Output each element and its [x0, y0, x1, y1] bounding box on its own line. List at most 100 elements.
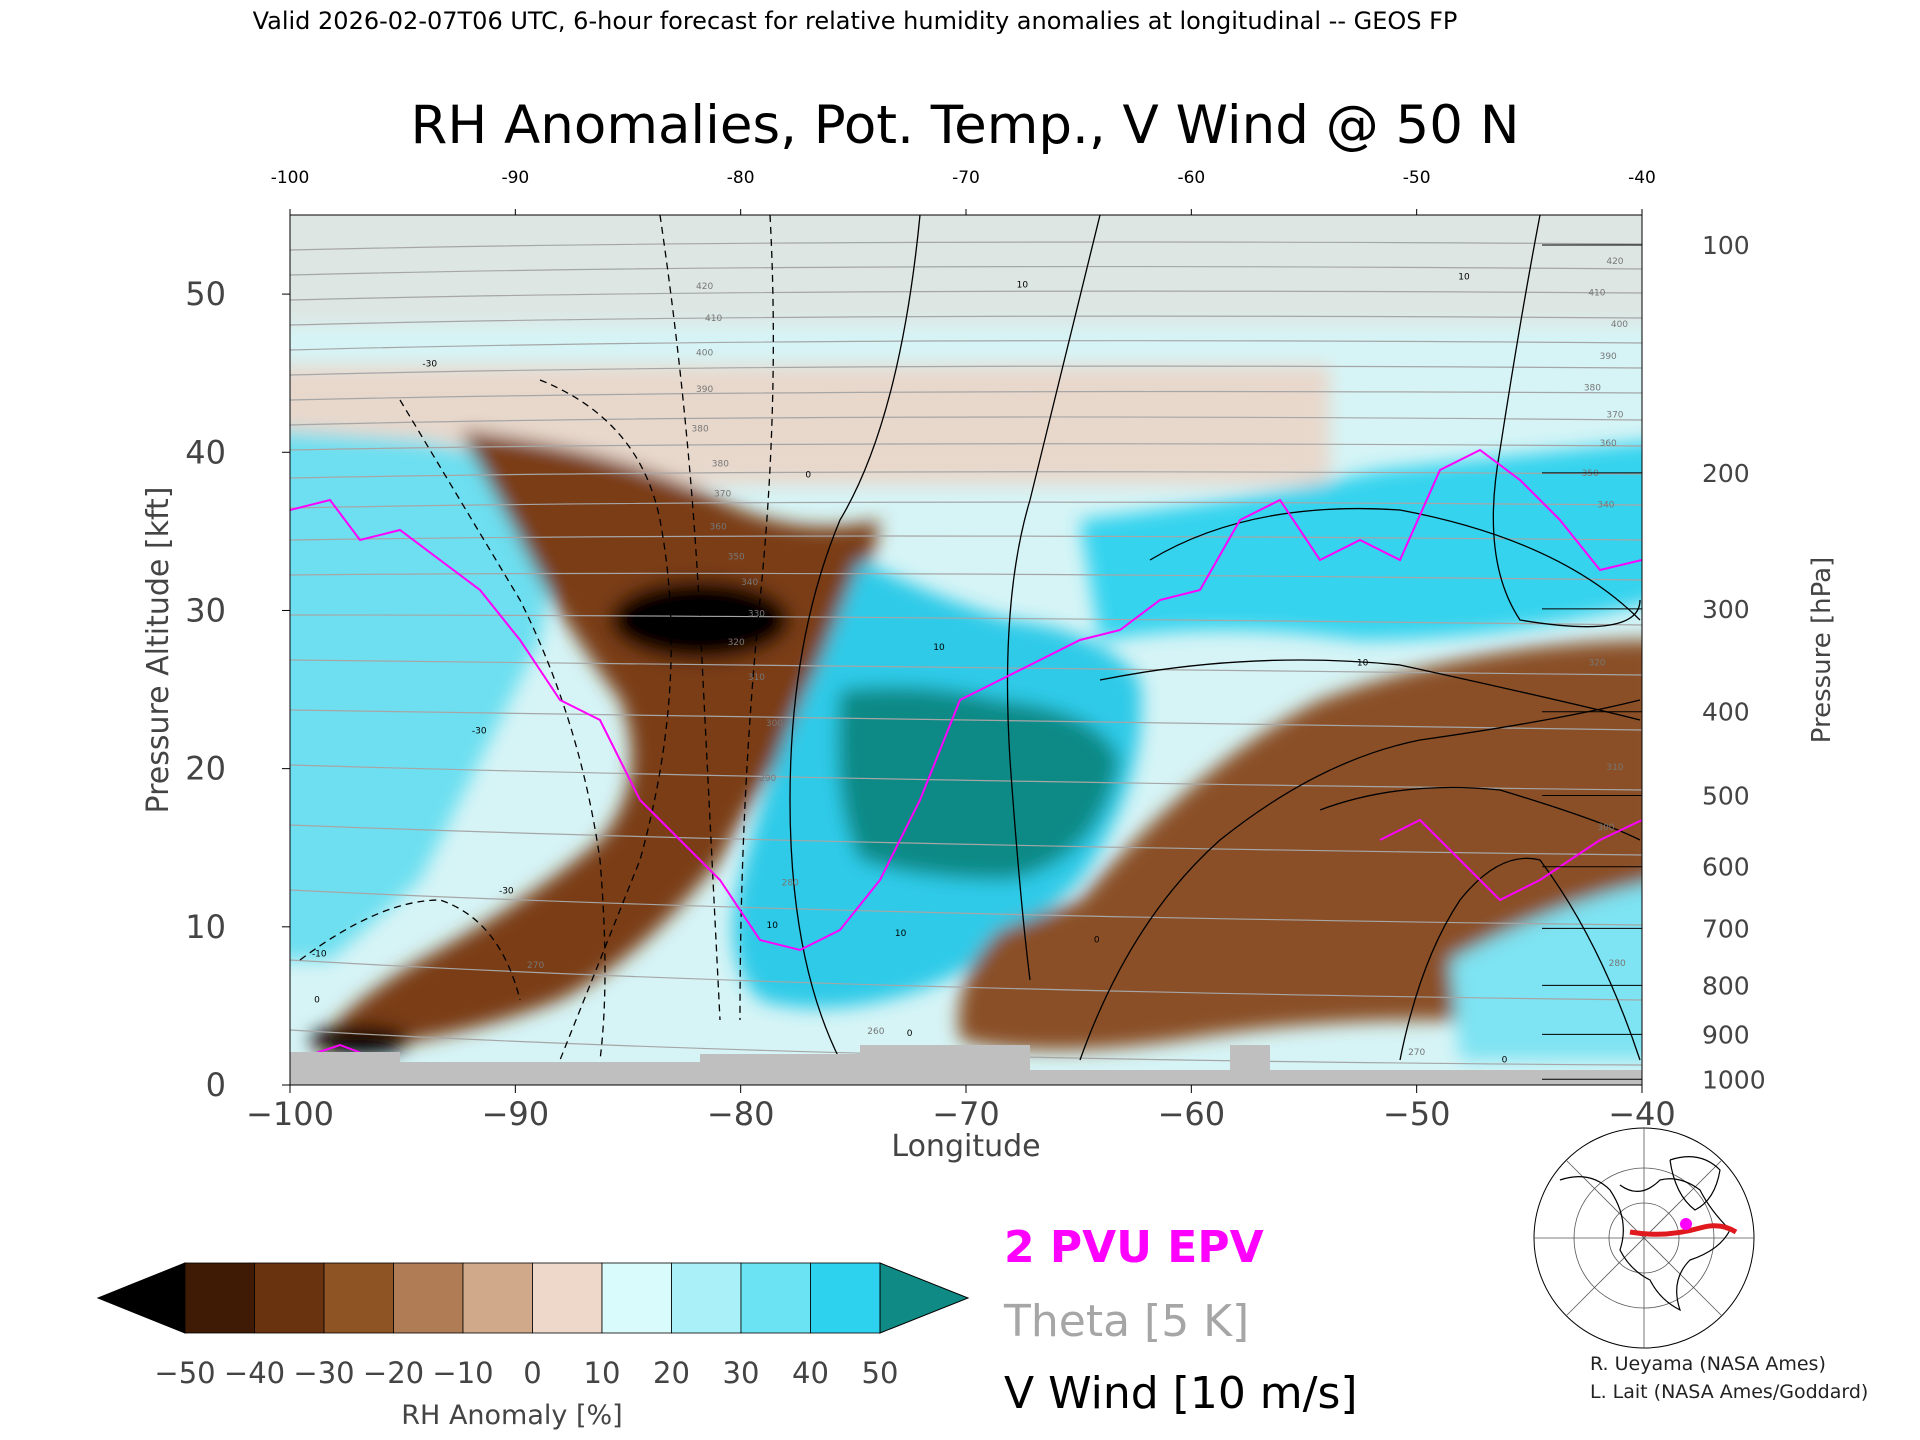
- y-tick-label: 50: [185, 275, 226, 313]
- theta-contour: [290, 501, 1642, 509]
- colorbar-tick-label: −50: [154, 1356, 215, 1390]
- legend-theta: Theta [5 K]: [1003, 1296, 1249, 1347]
- theta-contour: [290, 443, 1642, 451]
- v-wind-contour-label: 0: [907, 1029, 913, 1039]
- v-wind-contour-label: 10: [1458, 273, 1470, 283]
- v-wind-contour-10: [1149, 507, 1641, 621]
- colorbar-bin: [740, 1262, 811, 1334]
- colorbar-tick-label: −10: [432, 1356, 493, 1390]
- theta-contour-label: 310: [748, 673, 765, 683]
- pressure-tick-label: 400: [1702, 698, 1750, 727]
- theta-contour: [290, 471, 1642, 479]
- theta-contour: [290, 614, 1642, 626]
- theta-contour: [290, 365, 1642, 376]
- rh-anomaly-colorbar: −50 −40 −30 −20 −10 0 10 20 30 40 50: [96, 1262, 970, 1390]
- x-tick-label: −70: [932, 1095, 1000, 1133]
- x-top-tick-label: -100: [271, 168, 310, 188]
- x-tick-label: −50: [1383, 1095, 1451, 1133]
- theta-contour-label: 290: [759, 774, 776, 784]
- map-forecast-point: [1680, 1218, 1692, 1230]
- x-top-tick-label: -80: [727, 168, 755, 188]
- colorbar-tick-label: 30: [723, 1356, 760, 1390]
- colorbar-bin: [671, 1262, 742, 1334]
- theta-contour-label: 380: [1584, 383, 1601, 393]
- valid-time-line: Valid 2026-02-07T06 UTC, 6-hour forecast…: [253, 7, 1458, 35]
- theta-contour: [290, 764, 1642, 791]
- location-map-inset: [1533, 1127, 1755, 1349]
- theta-contour-label: 360: [1600, 439, 1617, 449]
- v-wind-contours: [299, 215, 1641, 1061]
- v-wind-contour-label: 0: [1094, 935, 1100, 945]
- theta-contour-label: 310: [1606, 763, 1623, 773]
- theta-contour-label: 390: [1600, 352, 1617, 362]
- theta-contour: [290, 959, 1642, 1001]
- theta-contour-label: 420: [696, 282, 713, 292]
- pressure-tick-label: 100: [1702, 231, 1750, 260]
- epv-contour-line: [1379, 818, 1642, 902]
- theta-contour: [290, 290, 1642, 301]
- theta-contour: [290, 390, 1642, 401]
- map-cross-section-line: [1629, 1223, 1738, 1237]
- v-wind-contour-negative: [399, 399, 606, 1061]
- colorbar-tick-label: 10: [584, 1356, 621, 1390]
- theta-contour: [290, 265, 1642, 276]
- x-tick-label: −40: [1608, 1095, 1676, 1133]
- epv-contour-line: [290, 448, 1642, 952]
- pressure-tick-label: 600: [1702, 853, 1750, 882]
- x-axis-bottom: −100 −90 −80 −70 −60 −50 −40: [246, 1085, 1676, 1133]
- theta-contour: [290, 340, 1642, 351]
- theta-contour-label: 410: [705, 314, 722, 324]
- x-top-tick-label: -50: [1403, 168, 1431, 188]
- colorbar-bin: [184, 1262, 255, 1334]
- legend-vwind: V Wind [10 m/s]: [1004, 1368, 1358, 1419]
- x-top-tick-label: -60: [1177, 168, 1205, 188]
- x-top-tick-label: -40: [1628, 168, 1656, 188]
- x-tick-label: −90: [482, 1095, 550, 1133]
- colorbar-bin: [532, 1262, 603, 1334]
- y-tick-label: 20: [185, 750, 226, 788]
- colorbar-label: RH Anomaly [%]: [401, 1400, 622, 1431]
- theta-contour-label: 270: [527, 961, 544, 971]
- y-axis-right-label: Pressure [hPa]: [1807, 557, 1837, 744]
- v-wind-contour-10: [1099, 659, 1641, 721]
- v-wind-contour-label: -10: [312, 950, 327, 960]
- rh-saturated-core: [837, 686, 1120, 880]
- x-top-tick-label: -70: [952, 168, 980, 188]
- v-wind-contour-zero: [1399, 857, 1641, 1061]
- rh-stratosphere-band: [290, 215, 1642, 325]
- y-axis-label: Pressure Altitude [kft]: [141, 487, 176, 814]
- rh-anomaly-field: [290, 215, 1642, 1085]
- v-wind-contour-zero: [1079, 699, 1641, 1061]
- theta-contour-label: 300: [1597, 823, 1614, 833]
- v-wind-contour-negative: [299, 899, 521, 1001]
- x-tick-label: −60: [1158, 1095, 1226, 1133]
- map-graticule: [1534, 1128, 1754, 1348]
- theta-contour-label: 390: [696, 385, 713, 395]
- colorbar-bin: [254, 1262, 325, 1334]
- theta-contour-label: 400: [696, 349, 713, 359]
- rh-very-dry-core: [610, 580, 790, 660]
- theta-contour-label: 320: [728, 638, 745, 648]
- colorbar-bin: [323, 1262, 394, 1334]
- theta-contour-label: 420: [1606, 257, 1623, 267]
- theta-label-layer: 420 410 400 390 380 380 370 360 350 340 330 320 310 3…: [527, 257, 1628, 1058]
- y-axis-right-pressure: 100 200 300 400 500 600 700 800 900 1000: [1542, 231, 1766, 1094]
- v-wind-contour-label: -30: [472, 727, 487, 737]
- theta-contour-label: 330: [748, 610, 765, 620]
- colorbar-high-arrow: [879, 1262, 970, 1334]
- theta-contour-label: 370: [1606, 410, 1623, 420]
- v-wind-contour-label: -30: [422, 360, 437, 370]
- v-wind-contour-zero: [789, 215, 921, 1061]
- theta-contour-label: 280: [1609, 959, 1626, 969]
- y-tick-label: 30: [185, 591, 226, 629]
- plot-area: 420 410 400 390 380 380 370 360 350 340 330 320 310 3…: [290, 215, 1642, 1085]
- pressure-tick-label: 700: [1702, 914, 1750, 943]
- credit-line-1: R. Ueyama (NASA Ames): [1590, 1353, 1826, 1375]
- theta-contour-label: 350: [1582, 469, 1599, 479]
- map-coastline-greenland: [1669, 1156, 1721, 1211]
- theta-contour-label: 270: [1408, 1048, 1425, 1058]
- v-wind-contour-10: [1006, 215, 1101, 981]
- theta-contour-label: 400: [1611, 320, 1628, 330]
- theta-contour-label: 410: [1588, 289, 1605, 299]
- colorbar-bin: [462, 1262, 533, 1334]
